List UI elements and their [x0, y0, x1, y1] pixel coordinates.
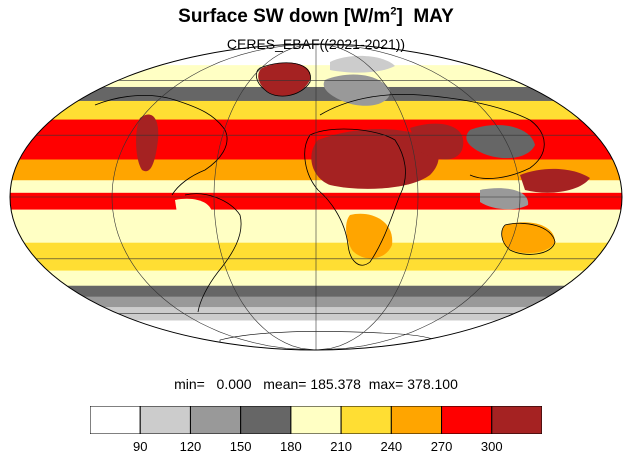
africa-coast	[304, 128, 406, 266]
sahara-high-region	[311, 128, 439, 189]
color-bar-swatch	[340, 406, 392, 434]
title-main: Surface SW down [W/m	[178, 6, 391, 27]
color-bar-tick-label: 90	[132, 439, 148, 454]
color-bar-swatch	[189, 406, 242, 434]
meridian-line	[315, 43, 419, 351]
title-close: ]	[396, 6, 403, 27]
color-bar-swatch	[441, 406, 493, 434]
indonesia-cloudy-region	[480, 188, 529, 210]
color-bar-swatch	[390, 406, 443, 434]
greenland-high-region	[258, 62, 311, 96]
min-value: 0.000	[216, 376, 252, 392]
graticule	[10, 43, 622, 351]
australia-coast	[501, 222, 556, 255]
statistics-line: min= 0.000 mean= 185.378 max= 378.100	[0, 376, 632, 392]
color-bar-tick-label: 240	[380, 439, 403, 454]
mean-label: mean=	[263, 376, 307, 392]
amazon-cloudy-region	[175, 198, 213, 226]
color-bar-swatch	[90, 406, 141, 434]
coastlines	[94, 62, 556, 313]
meridian-line	[315, 43, 521, 351]
color-bar-swatch	[290, 406, 342, 434]
arabia-high-region	[410, 123, 464, 160]
color-bar-tick-label: 270	[430, 439, 453, 454]
north-america-coast	[94, 95, 228, 196]
west-pacific-high-region	[520, 168, 590, 193]
color-bar-tick-label: 180	[280, 439, 302, 454]
mean-value: 185.378	[310, 376, 361, 392]
meridian-line	[213, 43, 317, 351]
map-title: Surface SW down [W/m2] MAY	[0, 6, 632, 28]
title-superscript: 2	[390, 5, 397, 18]
map-border	[9, 43, 623, 351]
east-asia-cloudy-region	[466, 125, 535, 159]
color-bar-swatch	[240, 406, 292, 434]
arctic-cloudy-region	[330, 55, 395, 73]
color-bar	[90, 406, 542, 434]
color-bar-tick-label: 150	[229, 439, 252, 454]
min-label: min=	[174, 376, 205, 392]
greenland-coast	[255, 62, 311, 97]
color-bar-swatch	[139, 406, 191, 434]
max-value: 378.100	[407, 376, 458, 392]
regional-patches	[136, 55, 590, 350]
meridian-line	[111, 43, 317, 351]
color-bar-tick-label: 210	[330, 439, 352, 454]
color-bar-swatch	[491, 406, 542, 434]
color-bar-tick-label: 300	[480, 439, 503, 454]
eurasia-coast	[319, 94, 545, 179]
southern-africa-region	[346, 213, 393, 259]
title-month: MAY	[413, 6, 454, 27]
europe-cloudy-region	[323, 74, 391, 106]
max-label: max=	[368, 376, 404, 392]
color-bar-tick-label: 120	[179, 439, 202, 454]
north-america-high-region	[136, 114, 159, 172]
